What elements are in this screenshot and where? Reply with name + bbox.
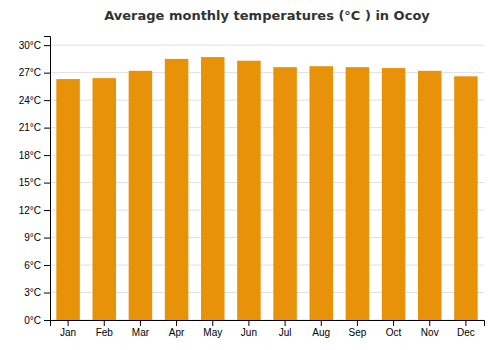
x-tick: Nov — [421, 320, 439, 338]
x-tick-label: Jul — [279, 327, 292, 338]
y-tick: 9°C — [24, 232, 50, 243]
y-tick: 30°C — [19, 40, 50, 51]
bar — [454, 76, 478, 320]
x-tick-label: Sep — [349, 327, 367, 338]
bar — [346, 67, 370, 320]
x-tick-label: Apr — [169, 327, 185, 338]
bar — [382, 68, 406, 320]
x-tick: Dec — [457, 320, 475, 338]
x-tick-mark — [393, 320, 394, 326]
bar — [56, 79, 80, 320]
y-tick-label: 3°C — [24, 287, 41, 298]
y-tick-mark — [44, 183, 50, 184]
y-tick-label: 21°C — [19, 122, 41, 133]
bar — [129, 71, 153, 320]
y-tick: 21°C — [19, 122, 50, 133]
x-tick-label: Dec — [457, 327, 475, 338]
bar — [237, 61, 261, 320]
x-tick-label: Feb — [96, 327, 114, 338]
x-tick-mark — [68, 320, 69, 326]
x-tick-mark — [176, 320, 177, 326]
x-tick-label: Jun — [241, 327, 257, 338]
y-tick-label: 30°C — [19, 40, 41, 51]
x-tick-label: Jan — [60, 327, 76, 338]
x-tick-label: May — [203, 327, 222, 338]
y-tick-mark — [44, 100, 50, 101]
x-tick-mark — [248, 320, 249, 326]
x-tick-label: Mar — [132, 327, 150, 338]
x-tick: Feb — [96, 320, 114, 338]
bar — [309, 66, 333, 320]
y-tick-label: 9°C — [24, 232, 41, 243]
x-tick-label: Nov — [421, 327, 439, 338]
y-tick: 15°C — [19, 177, 50, 188]
title: Average monthly temperatures (°C ) in Oc… — [104, 8, 430, 23]
x-tick: Jan — [60, 320, 76, 338]
x-tick: Jul — [279, 320, 292, 338]
y-tick-label: 12°C — [19, 205, 41, 216]
y-tick: 0°C — [24, 315, 50, 326]
x-axis: Jan Feb Mar Apr May Jun Jul Aug Sep Oct Nov Dec — [51, 320, 485, 338]
bar — [92, 78, 116, 320]
y-tick-mark — [44, 293, 50, 294]
y-tick: 27°C — [19, 67, 50, 78]
y-tick-mark — [44, 73, 50, 74]
x-tick: Sep — [349, 320, 367, 338]
bars — [56, 57, 477, 320]
bar — [201, 57, 225, 320]
x-tick: Jun — [241, 320, 257, 338]
x-tick-mark — [357, 320, 358, 326]
x-tick-mark — [285, 320, 286, 326]
y-tick-label: 27°C — [19, 67, 41, 78]
x-tick-label: Aug — [312, 327, 330, 338]
x-tick-mark — [212, 320, 213, 326]
y-tick: 3°C — [24, 287, 50, 298]
y-tick-mark — [44, 155, 50, 156]
x-tick-mark — [321, 320, 322, 326]
x-tick-mark — [104, 320, 105, 326]
bar — [273, 67, 297, 320]
x-tick-label: Oct — [386, 327, 402, 338]
y-tick: 6°C — [24, 260, 50, 271]
x-tick-mark — [140, 320, 141, 326]
y-tick-mark — [44, 128, 50, 129]
y-axis: 0°C 3°C 6°C 9°C 12°C 15°C 18°C 21°C 24°C 27°C 30°C — [19, 37, 51, 326]
y-tick-mark — [44, 265, 50, 266]
bar — [165, 59, 189, 320]
plot-area: 0°C 3°C 6°C 9°C 12°C 15°C 18°C 21°C 24°C 27°C 30°C… — [19, 37, 485, 339]
y-tick: 24°C — [19, 95, 50, 106]
chart: 0°C 3°C 6°C 9°C 12°C 15°C 18°C 21°C 24°C 27°C 30°C… — [0, 0, 500, 350]
x-axis-line — [51, 321, 485, 327]
grid-line — [50, 45, 484, 46]
y-tick-label: 6°C — [24, 260, 41, 271]
x-tick-mark — [465, 320, 466, 326]
y-axis-line — [44, 37, 51, 321]
x-tick: Apr — [169, 320, 185, 338]
y-tick-label: 0°C — [24, 315, 41, 326]
x-tick: May — [203, 320, 222, 338]
y-tick: 12°C — [19, 205, 50, 216]
grid — [50, 45, 484, 320]
y-tick: 18°C — [19, 150, 50, 161]
x-tick: Mar — [132, 320, 150, 338]
y-tick-label: 18°C — [19, 150, 41, 161]
x-tick: Oct — [386, 320, 402, 338]
x-tick-mark — [429, 320, 430, 326]
x-tick: Aug — [312, 320, 330, 338]
y-tick-mark — [44, 45, 50, 46]
y-tick-label: 15°C — [19, 177, 41, 188]
y-tick-mark — [44, 320, 50, 321]
y-tick-mark — [44, 238, 50, 239]
y-tick-mark — [44, 210, 50, 211]
bar — [418, 71, 442, 320]
y-tick-label: 24°C — [19, 95, 41, 106]
